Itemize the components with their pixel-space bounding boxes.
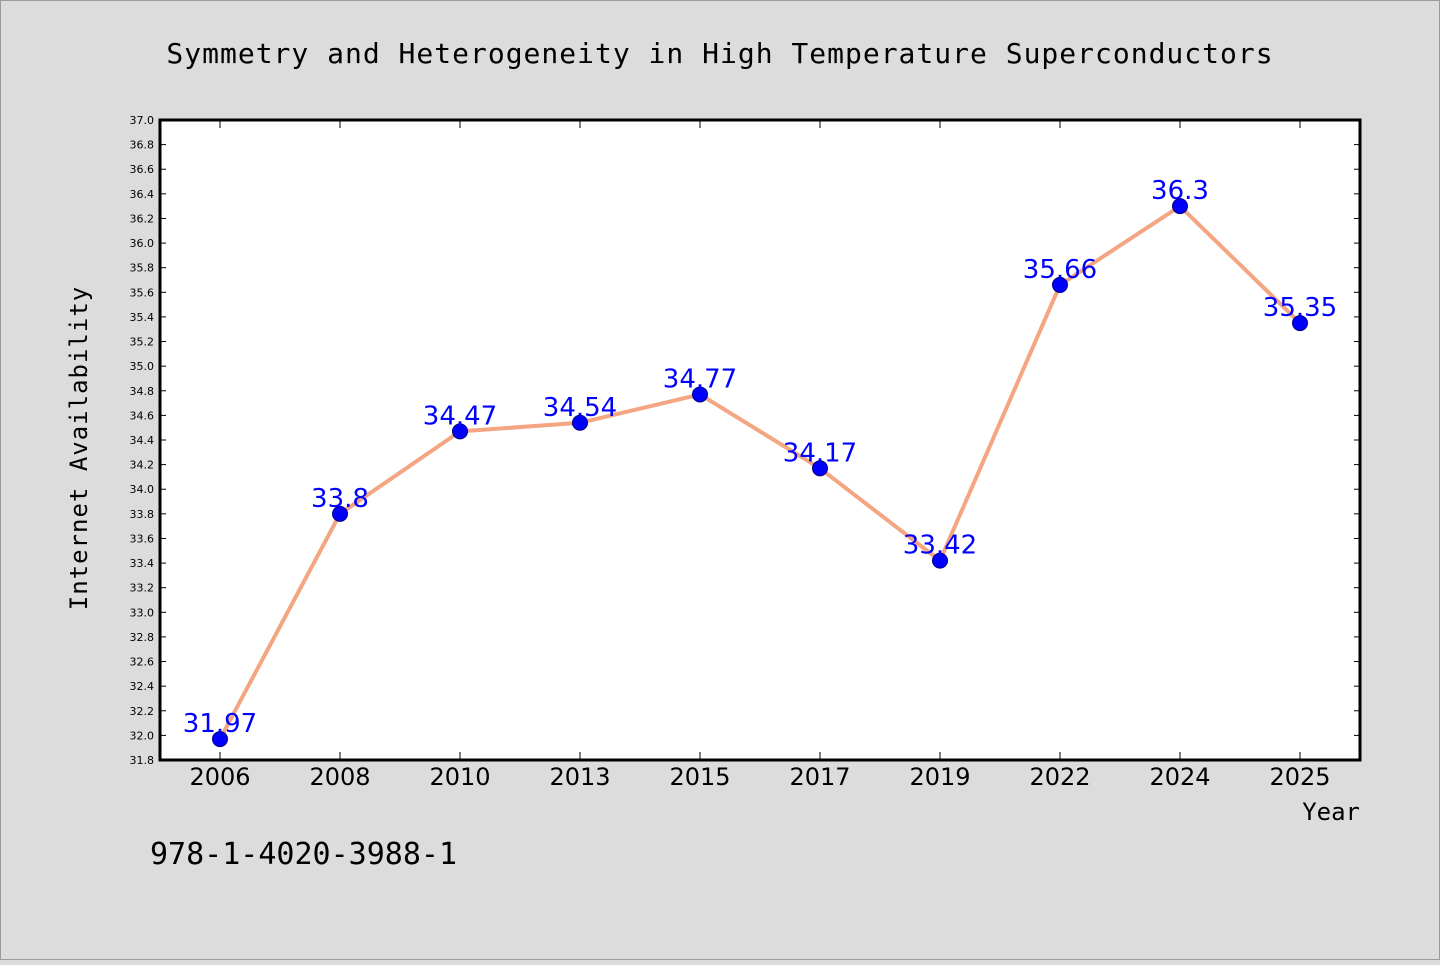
y-tick-label: 36.2 [130,212,155,225]
y-tick-label: 32.0 [130,729,155,742]
data-point [932,552,948,569]
y-tick-label: 36.6 [130,163,155,176]
data-label: 33.8 [311,484,369,514]
y-tick-label: 34.6 [130,409,155,422]
data-label: 31.97 [183,709,257,739]
y-axis: 31.8 32.0 32.2 32.4 32.6 32.8 33.0 33.2 33.4 33.6… [130,114,1360,767]
x-tick-label: 2006 [189,763,250,791]
y-tick-label: 33.2 [130,582,155,595]
y-tick-label: 32.6 [130,656,155,669]
y-tick-label: 34.8 [130,385,155,398]
y-tick-label: 34.4 [130,434,155,447]
series-markers [212,198,1308,748]
data-labels: 31.97 33.8 34.47 34.54 34.77 34.17 33.42 35.66 3… [183,176,1337,739]
x-tick-label: 2008 [309,763,370,791]
y-tick-label: 36.8 [130,139,155,152]
x-tick-label: 2019 [909,763,970,791]
plot-area [158,118,1362,762]
y-tick-label: 37.0 [130,114,155,127]
y-tick-label: 33.4 [130,557,155,570]
y-tick-label: 35.4 [130,311,155,324]
data-label: 33.42 [903,531,977,561]
data-label: 35.66 [1023,255,1097,285]
x-axis-label: Year [1302,798,1360,826]
data-point [332,505,348,522]
data-point [692,386,708,403]
data-point [1172,198,1188,215]
y-tick-label: 32.4 [130,680,155,693]
y-tick-label: 32.2 [130,705,155,718]
y-tick-label: 35.2 [130,336,155,349]
data-label: 34.47 [423,401,497,431]
y-tick-label: 32.8 [130,631,155,644]
data-point [212,731,228,748]
data-label: 36.3 [1151,176,1209,206]
y-tick-label: 33.6 [130,532,155,545]
data-point [1292,315,1308,332]
x-tick-label: 2022 [1029,763,1090,791]
x-tick-label: 2013 [549,763,610,791]
data-label: 34.54 [543,393,617,423]
y-tick-label: 35.6 [130,286,155,299]
footnote: 978-1-4020-3988-1 [150,837,457,872]
y-tick-label: 35.0 [130,360,155,373]
y-tick-label: 36.0 [130,237,155,250]
data-label: 34.17 [783,438,857,468]
y-tick-label: 33.8 [130,508,155,521]
y-tick-label: 34.2 [130,459,155,472]
y-tick-label: 35.8 [130,262,155,275]
data-point [812,460,828,477]
chart-title: Symmetry and Heterogeneity in High Tempe… [166,37,1273,70]
y-axis-label: Internet Availability [65,286,93,610]
y-tick-label: 31.8 [130,754,155,767]
y-tick-label: 36.4 [130,188,155,201]
data-point [452,423,468,440]
series-line [218,204,1302,741]
data-label: 34.77 [663,364,737,394]
data-point [572,414,588,431]
data-label: 35.35 [1263,293,1337,323]
x-axis: 2006 2008 2010 2013 2015 2017 2019 2022 2024 2025 [189,120,1331,791]
y-tick-label: 33.0 [130,606,155,619]
x-tick-label: 2025 [1269,763,1330,791]
x-tick-label: 2024 [1149,763,1210,791]
x-tick-label: 2010 [429,763,490,791]
y-tick-label: 34.0 [130,483,155,496]
x-tick-label: 2015 [669,763,730,791]
data-point [1052,276,1068,293]
x-tick-label: 2017 [789,763,850,791]
